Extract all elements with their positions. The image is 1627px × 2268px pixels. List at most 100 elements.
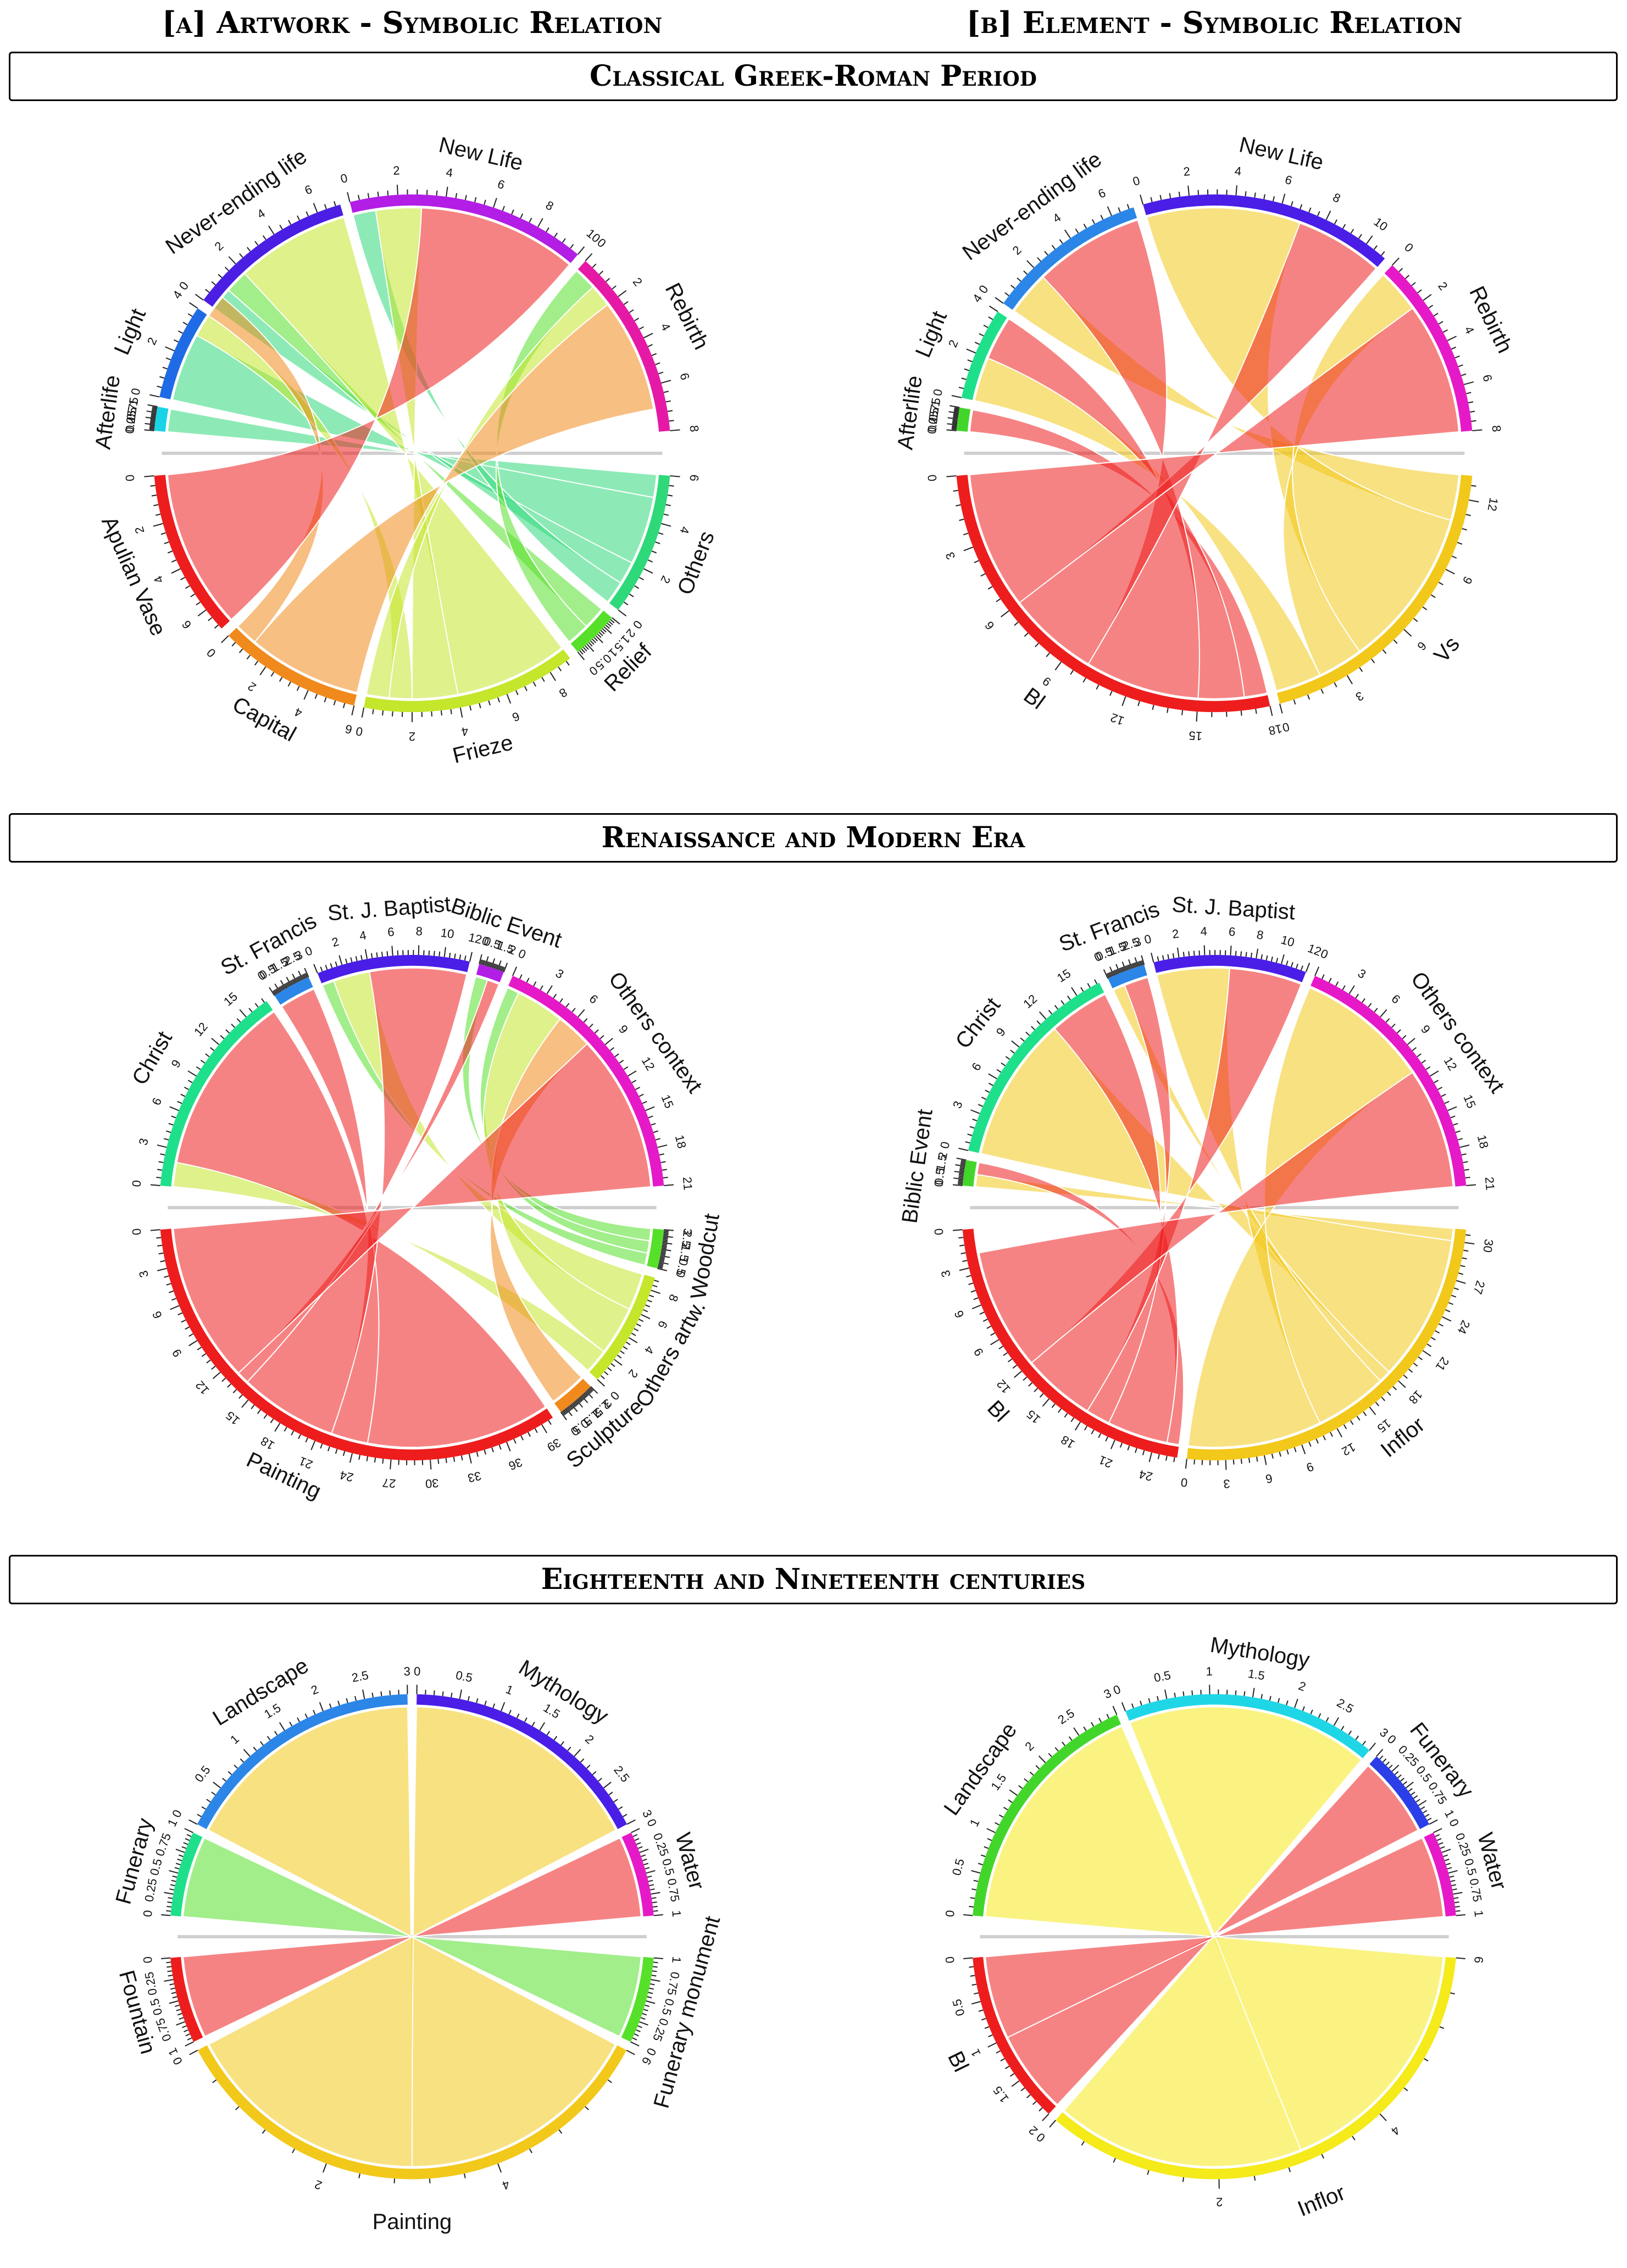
tick-light	[983, 324, 989, 329]
tick-new-life	[537, 218, 543, 227]
tick-landscape	[1068, 1736, 1073, 1741]
tick-label-inflor: 2	[1216, 2195, 1223, 2209]
tick-inflor	[1387, 1391, 1391, 1396]
tick-inflor	[1248, 1458, 1251, 1463]
tick-others-context	[533, 981, 537, 987]
tick-others-context	[1430, 1070, 1439, 1077]
tick-landscape	[227, 1771, 232, 1775]
tick-bl	[1003, 1352, 1008, 1356]
tick-new-life	[554, 232, 558, 238]
tick-label-funerary: 0	[141, 1910, 155, 1917]
tick-never-ending-life	[279, 224, 283, 230]
tick-funerary-monument	[649, 1983, 655, 1986]
sector-label-frieze: Frieze	[451, 730, 515, 768]
tick-afterlife	[144, 429, 154, 431]
tick-biblic-event	[960, 1160, 966, 1162]
tick-others-artw	[610, 1363, 615, 1368]
tick-christ	[1005, 1056, 1010, 1060]
tick-painting	[558, 2129, 563, 2134]
tick-others-artw	[607, 1367, 612, 1371]
tick-landscape	[346, 1698, 348, 1703]
tick-painting	[382, 1458, 384, 1464]
tick-painting	[177, 1312, 183, 1316]
tick-light	[177, 330, 184, 334]
sector-label-afterlife: Afterlife	[91, 374, 125, 451]
tick-biblic-event	[481, 959, 484, 965]
tick-funerary	[1423, 1810, 1428, 1814]
tick-inflor	[1369, 1407, 1376, 1415]
tick-label-funerary-monument: 1	[669, 1956, 684, 1964]
tick-biblic-event	[958, 1182, 963, 1184]
tick-new-life	[1342, 224, 1346, 229]
tick-water	[1438, 1842, 1443, 1845]
tick-painting	[292, 2148, 295, 2154]
tick-painting	[235, 2106, 240, 2110]
tick-st-j-baptist	[1296, 964, 1298, 969]
tick-christ	[969, 1126, 975, 1129]
tick-rebirth	[1438, 321, 1443, 325]
tick-label-vs: 3	[1353, 689, 1366, 704]
tick-light	[979, 333, 984, 337]
sector-label-others-artw: Others artw.	[631, 1296, 710, 1411]
tick-label-capital: 6	[344, 722, 354, 737]
tick-sculpture	[571, 1403, 576, 1408]
tick-mythology	[546, 1731, 551, 1736]
tick-funerary	[183, 1842, 188, 1845]
tick-others-context	[1368, 1003, 1372, 1008]
tick-christ	[996, 1069, 1002, 1073]
tick-frieze	[392, 711, 393, 716]
tick-bl	[1240, 710, 1242, 716]
tick-apulian-vase	[151, 494, 157, 497]
tick-label-painting: 12	[193, 1378, 212, 1397]
tick-label-others-context: 21	[680, 1176, 695, 1191]
sector-label-painting: Painting	[373, 2210, 452, 2234]
tick-rebirth	[1472, 429, 1482, 431]
tick-st-j-baptist	[1198, 950, 1200, 955]
tick-funerary	[177, 1858, 182, 1861]
tick-christ	[988, 1073, 997, 1080]
tick-mythology	[467, 1696, 470, 1701]
tick-afterlife	[151, 416, 156, 418]
tick-apulian-vase	[153, 504, 159, 507]
chord-link-inflor-mythology	[1063, 1706, 1362, 2167]
tick-label-inflor: 24	[1454, 1318, 1473, 1336]
tick-light	[966, 348, 976, 354]
tick-st-francis	[304, 968, 309, 977]
tick-new-life	[1187, 185, 1190, 196]
tick-bl	[1057, 1408, 1062, 1413]
tick-relief	[602, 628, 607, 633]
tick-biblic-event	[486, 961, 489, 966]
tick-st-j-baptist	[325, 965, 328, 970]
tick-label-christ: 15	[1054, 966, 1073, 985]
tick-rebirth	[1463, 381, 1474, 385]
tick-landscape	[1054, 1747, 1059, 1752]
tick-st-j-baptist	[464, 955, 467, 961]
tick-never-ending-life	[1026, 260, 1035, 268]
tick-label-christ: 12	[191, 1020, 210, 1039]
tick-painting	[171, 1298, 177, 1301]
tick-funerary	[184, 1828, 193, 1833]
tick-landscape	[243, 1749, 251, 1757]
tick-label-landscape: 1.5	[262, 1700, 283, 1721]
tick-others-artw	[623, 1346, 628, 1350]
tick-vs	[1279, 703, 1283, 714]
tick-others-context	[1447, 1106, 1457, 1111]
tick-st-j-baptist	[1250, 952, 1253, 958]
tick-label-christ: 3	[136, 1137, 151, 1147]
tick-never-ending-life	[297, 215, 300, 221]
tick-label-others-context: 15	[658, 1093, 676, 1110]
tick-st-j-baptist	[433, 950, 435, 956]
tick-st-j-baptist	[1172, 953, 1175, 959]
tick-bl	[1001, 610, 1009, 618]
tick-sculpture	[568, 1406, 572, 1411]
tick-never-ending-life	[224, 266, 229, 271]
tick-label-new-life: 6	[1284, 173, 1293, 187]
tick-mythology	[586, 1764, 591, 1769]
sector-label-mythology: Mythology	[1208, 1633, 1311, 1672]
tick-st-j-baptist	[454, 953, 456, 959]
tick-label-mythology: 1	[504, 1682, 515, 1698]
tick-inflor	[1464, 1242, 1475, 1245]
tick-water	[1454, 1901, 1459, 1904]
tick-never-ending-life	[1075, 228, 1079, 234]
tick-vs	[1469, 499, 1479, 503]
